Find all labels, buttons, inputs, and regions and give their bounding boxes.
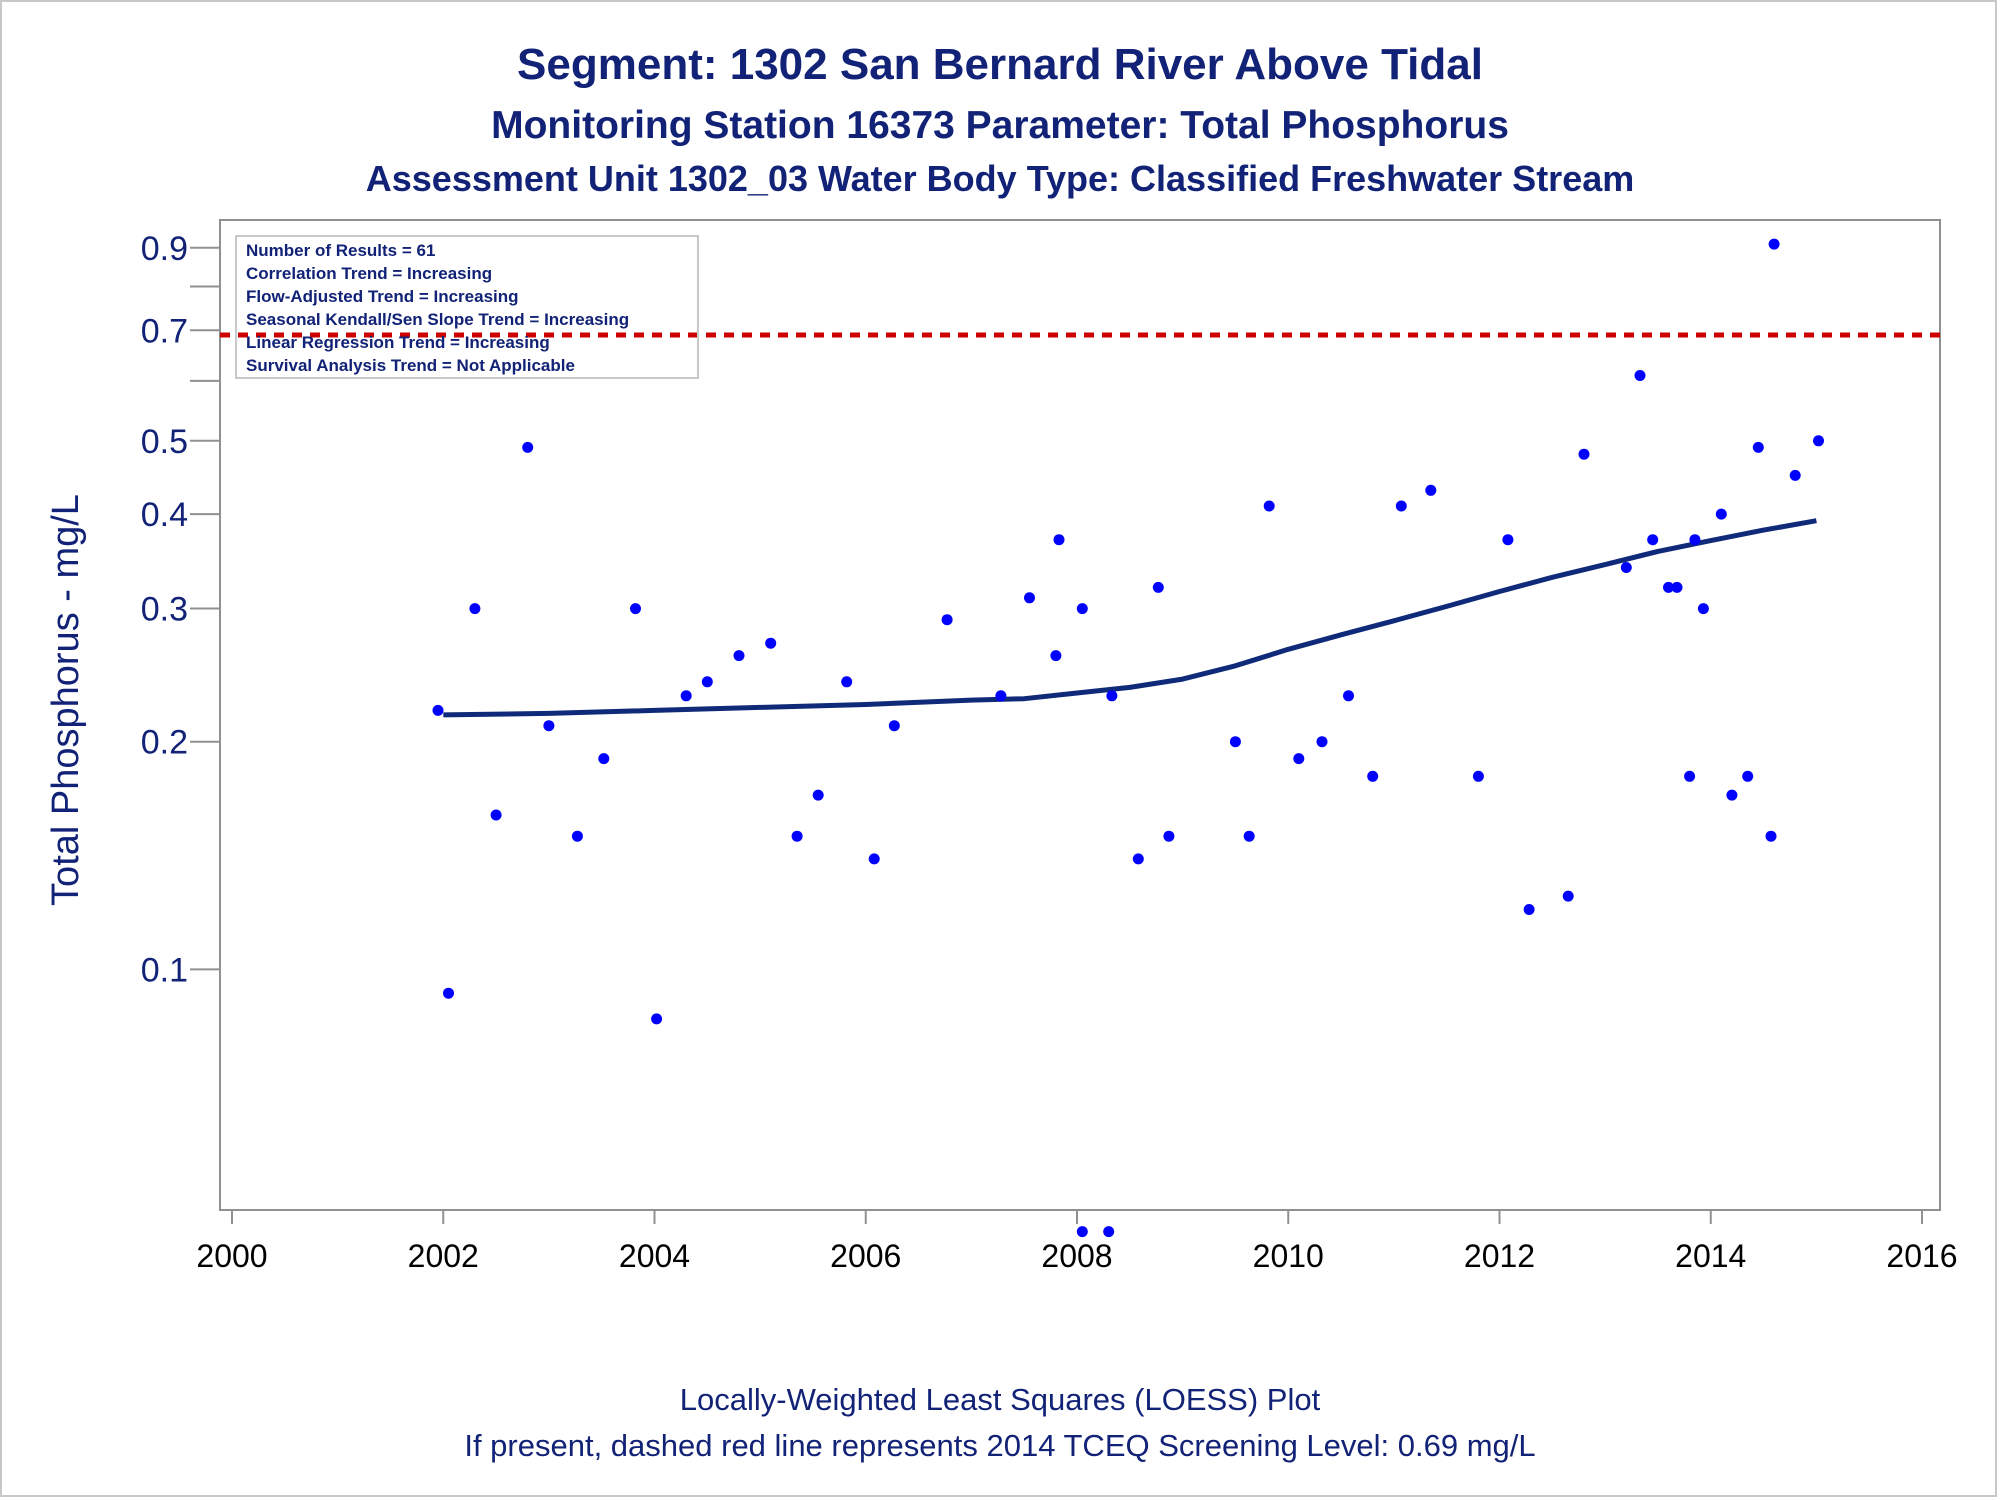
- data-point: [1768, 238, 1780, 250]
- stats-box-line: Linear Regression Trend = Increasing: [246, 333, 550, 352]
- data-point: [1152, 581, 1164, 593]
- footnote-method: Locally-Weighted Least Squares (LOESS) P…: [679, 1382, 1321, 1417]
- data-point: [1715, 508, 1727, 520]
- y-tick-label: 0.5: [141, 423, 188, 461]
- data-point: [765, 637, 777, 649]
- axis-labels-layer: Total Phosphorus - mg/L: [45, 494, 87, 906]
- data-point: [680, 690, 692, 702]
- axes-layer: 2000 2002 2004 2006 2008 2010 2012 2014 2016 0.1 0…: [141, 219, 1958, 1274]
- y-tick-label: 0.7: [141, 312, 188, 350]
- y-tick-label: 0.1: [141, 951, 188, 989]
- data-point: [1343, 690, 1354, 702]
- data-point: [733, 650, 745, 662]
- data-point: [1103, 1226, 1115, 1238]
- data-point: [1726, 789, 1738, 801]
- data-point: [1523, 904, 1535, 915]
- data-point: [1502, 534, 1514, 546]
- data-point: [1742, 770, 1754, 782]
- y-tick-label: 0.2: [141, 724, 188, 762]
- data-point: [1243, 830, 1255, 842]
- data-point: [941, 614, 953, 626]
- data-point: [1316, 736, 1328, 748]
- stats-box-line: Seasonal Kendall/Sen Slope Trend = Incre…: [246, 310, 629, 329]
- data-point: [1367, 770, 1379, 782]
- footnote-screening: If present, dashed red line represents 2…: [464, 1428, 1536, 1463]
- data-point: [868, 853, 880, 865]
- data-point: [522, 441, 534, 453]
- stats-box-line: Number of Results = 61: [246, 241, 435, 260]
- data-point: [1663, 581, 1674, 593]
- x-tick-label: 2006: [830, 1238, 901, 1274]
- stats-box-line: Flow-Adjusted Trend = Increasing: [246, 287, 519, 306]
- data-point: [1229, 736, 1241, 748]
- data-point: [598, 753, 610, 765]
- x-tick-label: 2010: [1253, 1238, 1324, 1274]
- data-point: [543, 720, 555, 732]
- data-point: [1163, 830, 1175, 842]
- x-tick-label: 2008: [1041, 1238, 1112, 1274]
- y-tick-label: 0.9: [141, 230, 188, 268]
- data-point: [1620, 562, 1632, 573]
- chart-subtitle-station: Monitoring Station 16373 Parameter: Tota…: [491, 104, 1509, 147]
- data-point: [1106, 690, 1118, 702]
- data-point: [1076, 603, 1088, 615]
- x-tick-label: 2004: [619, 1238, 690, 1274]
- data-point: [432, 704, 444, 716]
- y-tick-label: 0.4: [141, 496, 188, 534]
- data-point: [1425, 484, 1437, 496]
- x-tick-label: 2012: [1464, 1238, 1535, 1274]
- x-tick-label: 2000: [196, 1238, 267, 1274]
- stats-box-line: Correlation Trend = Increasing: [246, 264, 492, 283]
- data-point: [1752, 441, 1764, 453]
- data-point: [1472, 770, 1484, 782]
- data-point: [1076, 1226, 1088, 1238]
- data-point: [1813, 435, 1824, 447]
- data-point: [1684, 770, 1696, 782]
- data-point: [841, 676, 853, 688]
- stats-box-line: Survival Analysis Trend = Not Applicable: [246, 356, 575, 375]
- data-point: [1263, 500, 1275, 512]
- data-point: [630, 603, 641, 615]
- data-point: [1697, 603, 1709, 615]
- data-point: [812, 789, 824, 801]
- x-tick-label: 2002: [408, 1238, 479, 1274]
- data-point: [571, 830, 583, 842]
- data-point: [1053, 534, 1065, 546]
- data-point: [1024, 592, 1035, 604]
- stats-box-layer: Number of Results = 61 Correlation Trend …: [235, 235, 699, 379]
- data-point: [995, 690, 1007, 702]
- chart-subtitle-assessment: Assessment Unit 1302_03 Water Body Type:…: [365, 158, 1635, 199]
- data-point: [701, 676, 713, 688]
- data-point: [469, 603, 481, 615]
- x-tick-label: 2014: [1675, 1238, 1746, 1274]
- stats-box: [235, 235, 699, 379]
- data-point: [1671, 581, 1683, 593]
- data-point: [1765, 830, 1777, 842]
- chart-title: Segment: 1302 San Bernard River Above Ti…: [517, 40, 1483, 89]
- data-point: [1293, 753, 1305, 765]
- data-points-layer: [432, 238, 1824, 1238]
- data-point: [651, 1013, 663, 1025]
- data-point: [1050, 650, 1062, 662]
- x-tick-label: 2016: [1886, 1238, 1957, 1274]
- data-point: [1647, 534, 1659, 546]
- data-point: [1395, 500, 1407, 512]
- data-point: [1789, 469, 1801, 481]
- y-tick-label: 0.3: [141, 591, 188, 629]
- data-point: [791, 830, 803, 842]
- data-point: [1132, 853, 1144, 865]
- data-point: [490, 809, 502, 821]
- data-point: [443, 987, 454, 999]
- data-point: [1578, 448, 1590, 460]
- plot-area-border: [219, 219, 1941, 1211]
- loess-trend-layer: [443, 518, 1817, 718]
- data-point: [888, 720, 900, 732]
- data-point: [1689, 534, 1701, 546]
- data-point: [1562, 890, 1574, 902]
- loess-trend-line: [443, 518, 1817, 718]
- data-point: [1634, 370, 1646, 381]
- y-axis-label: Total Phosphorus - mg/L: [45, 494, 87, 906]
